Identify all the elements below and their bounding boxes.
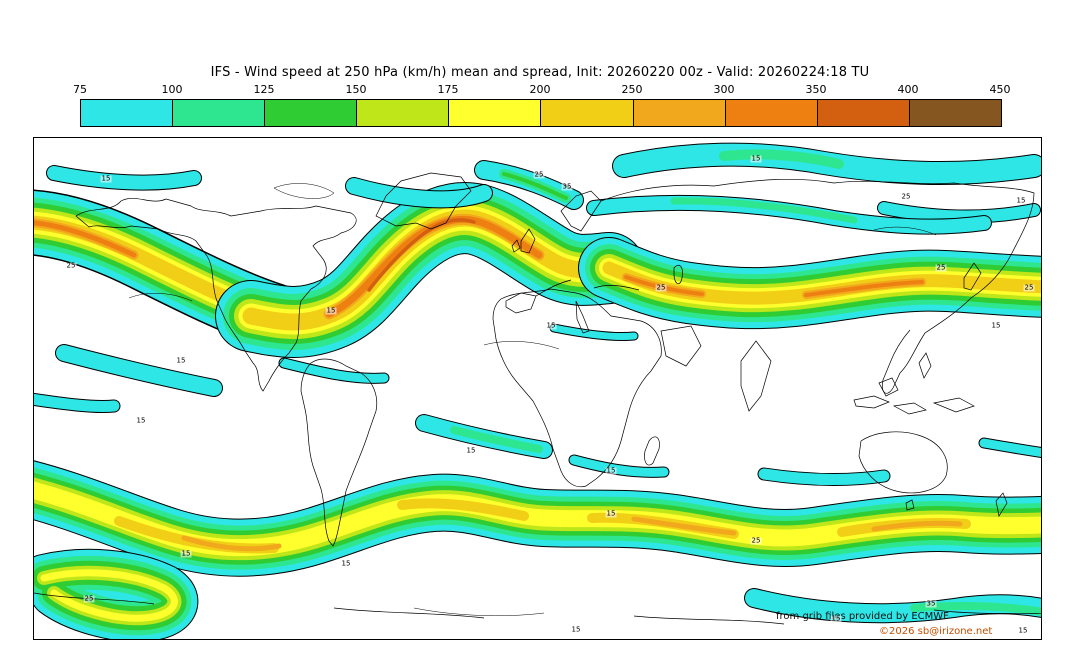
map-svg	[34, 138, 1041, 639]
coast-india	[740, 340, 772, 412]
colorbar-cell	[173, 100, 266, 126]
coast-uk	[520, 228, 536, 254]
coast-iberia	[505, 292, 537, 314]
wind-band-layer	[64, 353, 214, 388]
colorbar-tick-label: 350	[805, 83, 827, 96]
colorbar-cell	[633, 100, 726, 126]
colorbar-tick-label: 175	[437, 83, 459, 96]
spread-contour-lines	[128, 183, 937, 616]
coast-arabia	[660, 325, 702, 367]
colorbar	[80, 99, 1002, 127]
colorbar-tick-label: 125	[253, 83, 275, 96]
colorbar-tick-label: 75	[73, 83, 87, 96]
coast-south-america	[300, 358, 378, 547]
coast-europe-lines	[535, 279, 640, 297]
colorbar-tick-label: 150	[345, 83, 367, 96]
coast-italy	[575, 300, 590, 334]
coast-greenland	[375, 172, 472, 230]
map-frame: from grib files provided by ECMWF ©2026 …	[33, 137, 1042, 640]
colorbar-cell	[817, 100, 910, 126]
coast-new-zealand	[995, 492, 1008, 517]
wind-band-layer	[284, 363, 384, 378]
coast-japan	[963, 262, 982, 291]
wind-band-layer	[574, 460, 664, 472]
coast-australia	[858, 431, 948, 494]
chart-title: IFS - Wind speed at 250 hPa (km/h) mean …	[210, 65, 870, 80]
colorbar-cell	[449, 100, 542, 126]
colorbar-cell	[909, 100, 1001, 126]
colorbar-cell	[541, 100, 634, 126]
coast-ireland	[511, 239, 521, 253]
wind-speed-bands	[34, 154, 1041, 618]
colorbar-cell	[265, 100, 358, 126]
colorbar-cell	[81, 100, 174, 126]
colorbar-labels: 75 100 125 150 175 200 250 300 350 400 450	[73, 83, 1011, 96]
coast-indonesia	[853, 352, 975, 415]
coast-north-america	[75, 197, 357, 392]
colorbar-tick-label: 400	[897, 83, 919, 96]
colorbar-cell	[357, 100, 450, 126]
coast-tasmania	[905, 499, 915, 511]
colorbar-tick-label: 200	[529, 83, 551, 96]
colorbar-tick-label: 250	[621, 83, 643, 96]
coast-madagascar	[644, 436, 660, 466]
coast-caspian	[673, 264, 683, 285]
colorbar-cell	[725, 100, 818, 126]
colorbar-tick-label: 300	[713, 83, 735, 96]
colorbar-tick-label: 450	[989, 83, 1011, 96]
coast-scandinavia	[560, 190, 602, 232]
wind-band-layer	[884, 208, 1034, 217]
colorbar-tick-label: 100	[161, 83, 183, 96]
coast-asia	[600, 178, 1035, 394]
coast-africa	[492, 288, 662, 488]
wind-band-layer	[34, 398, 114, 407]
wind-band-layer	[764, 474, 884, 480]
